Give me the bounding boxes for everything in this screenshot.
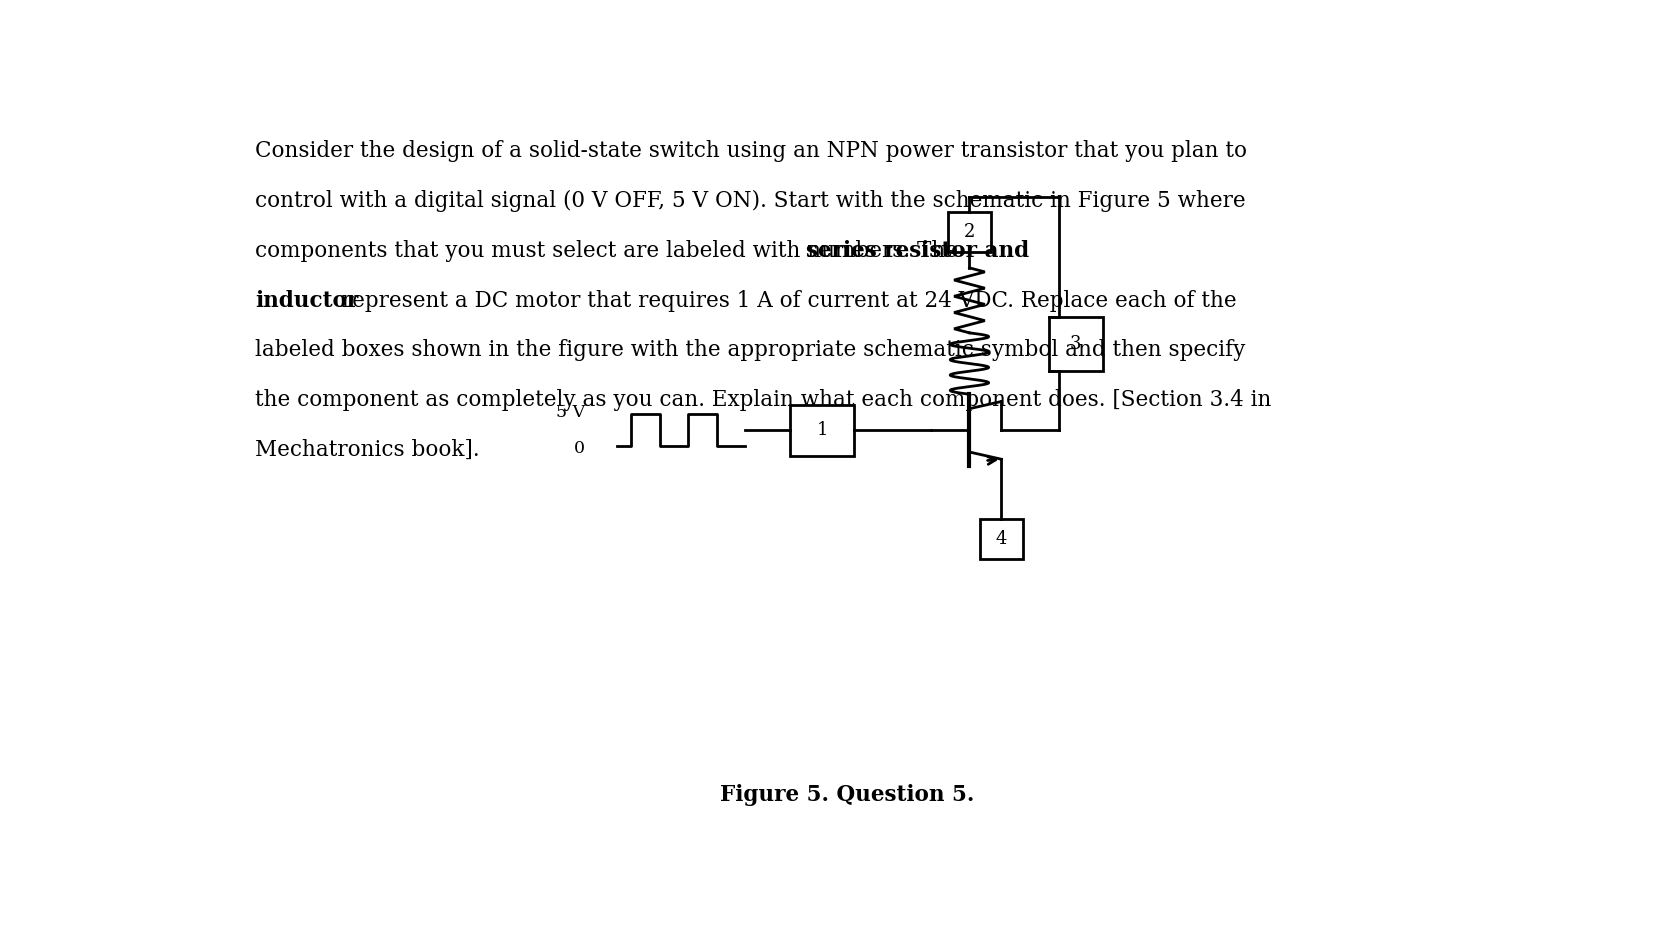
Text: 5 V: 5 V	[556, 403, 586, 421]
Text: the component as completely as you can. Explain what each component does. [Secti: the component as completely as you can. …	[255, 389, 1272, 411]
Text: Mechatronics book].: Mechatronics book].	[255, 439, 480, 461]
Text: labeled boxes shown in the figure with the appropriate schematic symbol and then: labeled boxes shown in the figure with t…	[255, 340, 1245, 361]
Text: 4: 4	[996, 530, 1007, 548]
Text: control with a digital signal (0 V OFF, 5 V ON). Start with the schematic in Fig: control with a digital signal (0 V OFF, …	[255, 189, 1245, 212]
Bar	[981, 519, 1022, 558]
Text: components that you must select are labeled with numbers. The: components that you must select are labe…	[255, 240, 966, 262]
Text: 1: 1	[817, 421, 827, 439]
Text: Figure 5. Question 5.: Figure 5. Question 5.	[721, 784, 974, 806]
Bar	[948, 212, 991, 251]
Text: 3: 3	[1070, 335, 1082, 353]
Text: 2: 2	[964, 222, 976, 241]
Text: represent a DC motor that requires 1 A of current at 24 VDC. Replace each of the: represent a DC motor that requires 1 A o…	[336, 290, 1237, 311]
Bar	[1049, 317, 1103, 371]
Text: Consider the design of a solid-state switch using an NPN power transistor that y: Consider the design of a solid-state swi…	[255, 140, 1247, 162]
Text: series resistor and: series resistor and	[805, 240, 1029, 262]
Bar	[791, 405, 853, 456]
Text: 0: 0	[574, 440, 586, 457]
Text: inductor: inductor	[255, 290, 359, 311]
